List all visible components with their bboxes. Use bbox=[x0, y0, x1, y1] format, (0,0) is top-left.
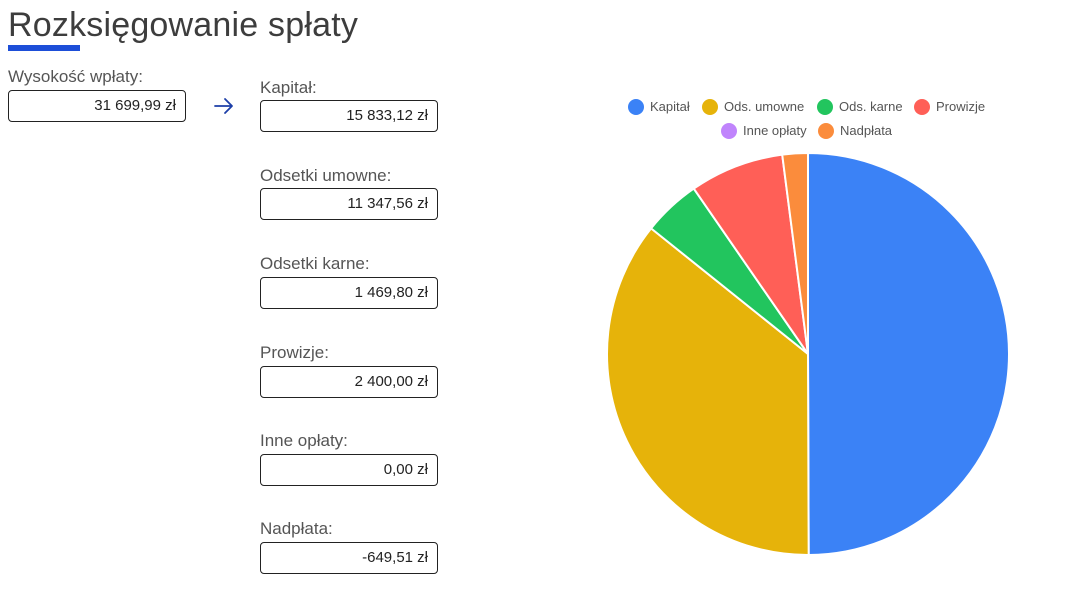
legend-dot bbox=[702, 99, 718, 115]
odsetki-karne-label: Odsetki karne: bbox=[260, 254, 370, 273]
kapital-label: Kapitał: bbox=[260, 78, 317, 97]
legend-label: Inne opłaty bbox=[743, 123, 807, 138]
kapital-field[interactable]: 15 833,12 zł bbox=[260, 100, 438, 132]
legend-dot bbox=[914, 99, 930, 115]
odsetki-umowne-field[interactable]: 11 347,56 zł bbox=[260, 188, 438, 220]
legend-label: Prowizje bbox=[936, 99, 986, 114]
pie-slice-nadpłata[interactable] bbox=[781, 151, 809, 355]
pie-slice-ods-umowne[interactable] bbox=[606, 226, 810, 557]
legend-dot bbox=[818, 123, 834, 139]
odsetki-umowne-label: Odsetki umowne: bbox=[260, 166, 392, 185]
legend-label: Kapitał bbox=[650, 99, 690, 114]
page-title: Rozksięgowanie spłaty bbox=[8, 6, 359, 44]
legend-dot bbox=[628, 99, 644, 115]
legend-label: Ods. umowne bbox=[724, 99, 805, 114]
legend-label: Ods. karne bbox=[839, 99, 903, 114]
inne-oplaty-label: Inne opłaty: bbox=[260, 431, 348, 450]
arrow-right-icon bbox=[214, 98, 233, 114]
prowizje-field[interactable]: 2 400,00 zł bbox=[260, 366, 438, 398]
legend-label: Nadpłata bbox=[840, 123, 893, 138]
legend-dot bbox=[721, 123, 737, 139]
odsetki-karne-field[interactable]: 1 469,80 zł bbox=[260, 277, 438, 309]
nadplata-field[interactable]: -649,51 zł bbox=[260, 542, 438, 574]
title-underline bbox=[8, 45, 80, 51]
inne-oplaty-field[interactable]: 0,00 zł bbox=[260, 454, 438, 486]
legend-dot bbox=[817, 99, 833, 115]
pie-slice-kapitał[interactable] bbox=[807, 151, 1011, 557]
nadplata-label: Nadpłata: bbox=[260, 519, 333, 538]
prowizje-label: Prowizje: bbox=[260, 343, 329, 362]
payment-amount-field[interactable]: 31 699,99 zł bbox=[8, 90, 186, 122]
pie-slice-prowizje[interactable] bbox=[692, 153, 809, 355]
payment-label: Wysokość wpłaty: bbox=[8, 67, 143, 86]
